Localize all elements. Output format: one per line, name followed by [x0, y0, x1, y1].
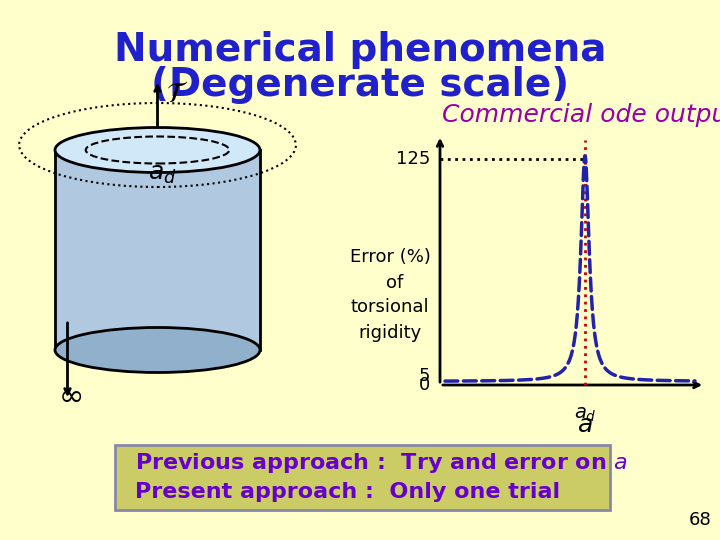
- Ellipse shape: [55, 127, 260, 172]
- Text: 125: 125: [395, 150, 430, 168]
- Text: $\infty$: $\infty$: [58, 382, 81, 411]
- Text: 0: 0: [419, 376, 430, 394]
- Text: Previous approach :  Try and error on $a$: Previous approach : Try and error on $a$: [135, 451, 628, 475]
- Text: $a_d$: $a_d$: [148, 162, 176, 186]
- Text: 68: 68: [688, 511, 711, 529]
- Text: Commercial ode output ?: Commercial ode output ?: [442, 103, 720, 127]
- Text: $a_d$: $a_d$: [574, 405, 596, 424]
- Text: 5: 5: [418, 367, 430, 385]
- Text: $a$: $a$: [577, 413, 593, 437]
- Text: (Degenerate scale): (Degenerate scale): [151, 66, 569, 104]
- Text: rigidity: rigidity: [359, 323, 422, 341]
- Text: Present approach :  Only one trial: Present approach : Only one trial: [135, 482, 560, 502]
- Text: $\mathcal{T}$: $\mathcal{T}$: [166, 80, 188, 108]
- Text: Numerical phenomena: Numerical phenomena: [114, 31, 606, 69]
- Text: torsional: torsional: [351, 299, 429, 316]
- Text: Error (%): Error (%): [350, 248, 431, 267]
- Polygon shape: [55, 150, 260, 350]
- Text: of: of: [387, 273, 404, 292]
- FancyBboxPatch shape: [115, 445, 610, 510]
- Ellipse shape: [55, 327, 260, 373]
